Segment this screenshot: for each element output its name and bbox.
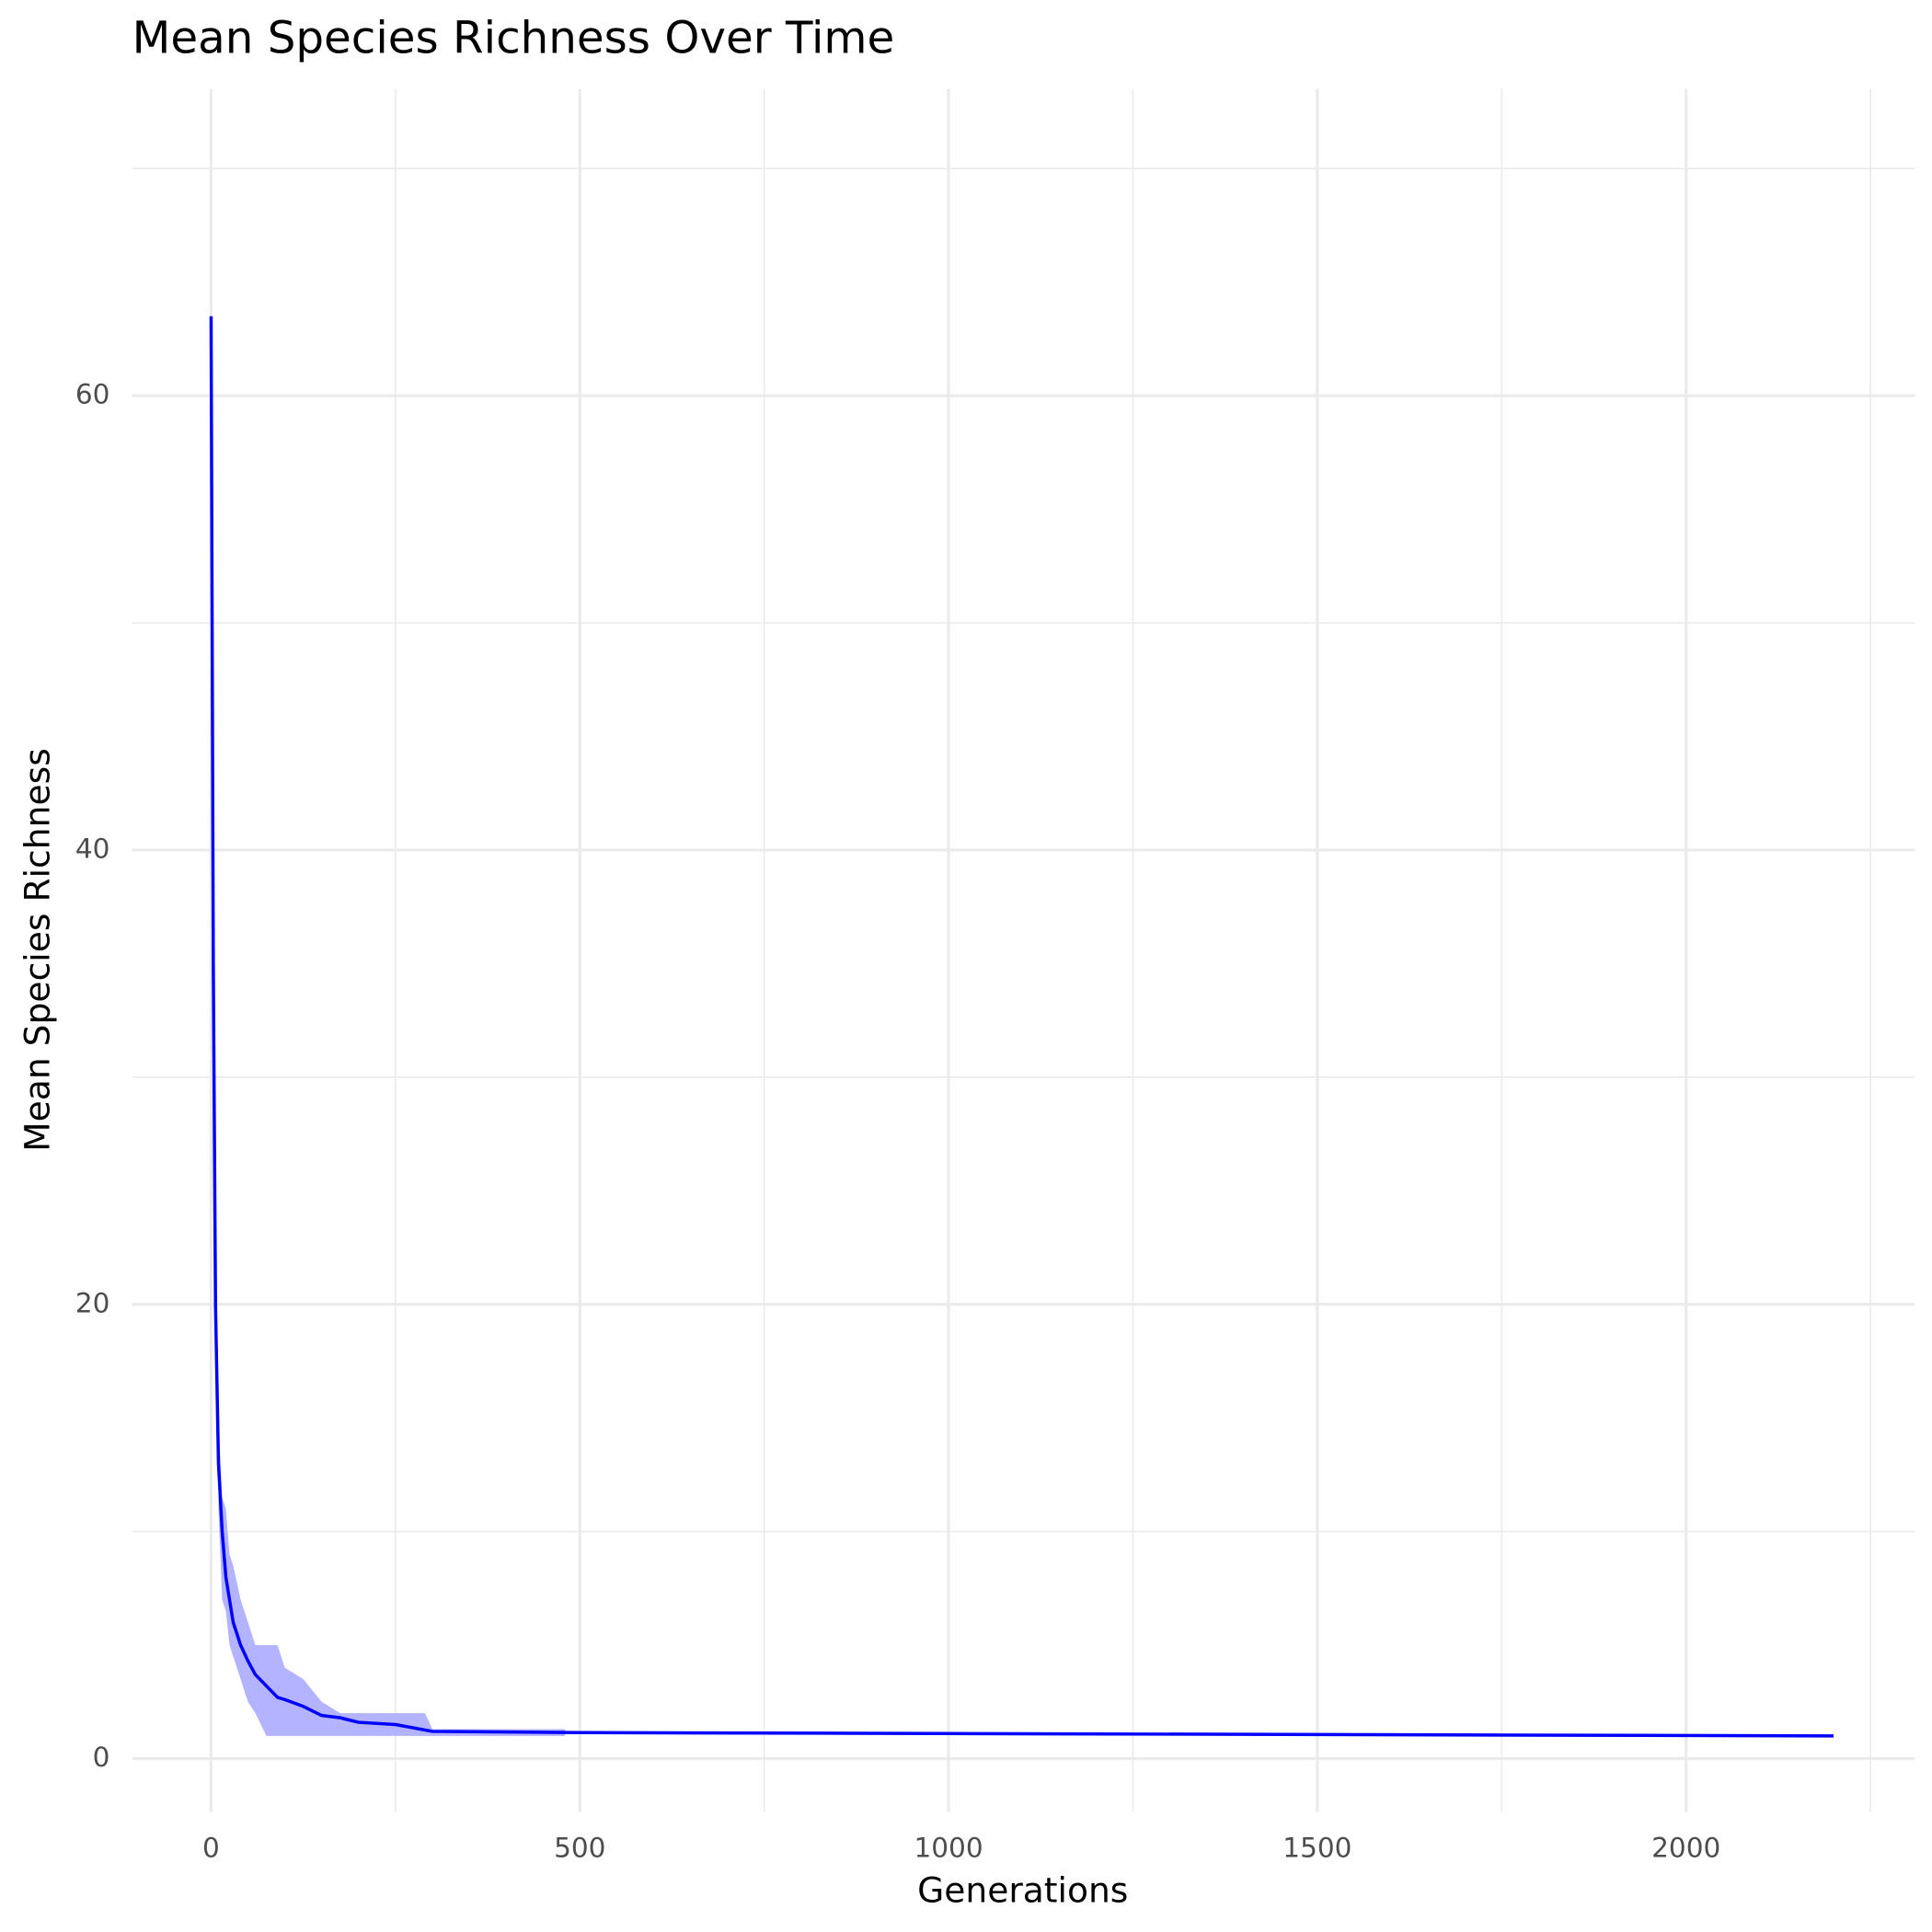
- y-axis-title: Mean Species Richness: [17, 748, 57, 1152]
- x-tick-label: 1500: [1282, 1832, 1351, 1863]
- y-tick-label: 20: [75, 1287, 110, 1318]
- x-tick-label: 0: [202, 1832, 220, 1863]
- x-axis-title: Generations: [917, 1869, 1128, 1910]
- x-tick-label: 1000: [914, 1832, 983, 1863]
- line: [209, 316, 1834, 1738]
- y-tick-label: 60: [75, 379, 110, 410]
- y-tick-label: 40: [75, 833, 110, 864]
- chart-title: Mean Species Richness Over Time: [132, 12, 895, 63]
- x-tick-label: 2000: [1651, 1832, 1720, 1863]
- x-tick-label: 500: [554, 1832, 605, 1863]
- y-tick-label: 0: [93, 1742, 110, 1773]
- confidence-ribbon: [218, 1418, 566, 1736]
